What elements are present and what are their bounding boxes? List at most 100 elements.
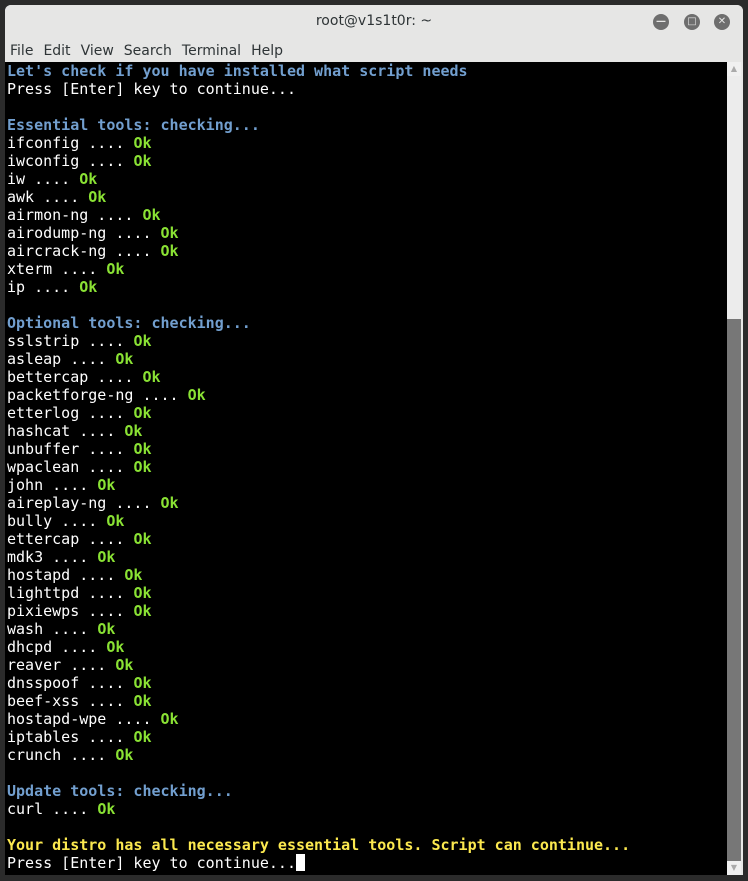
line-text: mdk3 .... — [7, 548, 98, 566]
status-ok: Ok — [133, 530, 152, 548]
line-text: airmon-ng .... — [7, 206, 143, 224]
terminal-line: wpaclean .... Ok — [5, 458, 727, 476]
menu-view[interactable]: View — [80, 43, 114, 59]
window-title: root@v1s1t0r: ~ — [315, 13, 433, 29]
status-ok: Ok — [115, 350, 134, 368]
line-text: hostapd-wpe .... — [7, 710, 161, 728]
line-text: aircrack-ng .... — [7, 242, 161, 260]
line-text: Press [Enter] key to continue... — [7, 80, 296, 98]
menu-bar: File Edit View Search Terminal Help — [5, 40, 743, 62]
terminal-line: bully .... Ok — [5, 512, 727, 530]
terminal-line: Essential tools: checking... — [5, 116, 727, 134]
line-text: Press [Enter] key to continue... — [7, 854, 296, 872]
line-text: ettercap .... — [7, 530, 134, 548]
line-text: etterlog .... — [7, 404, 134, 422]
terminal-line: ettercap .... Ok — [5, 530, 727, 548]
status-ok: Ok — [133, 458, 152, 476]
status-ok: Ok — [160, 710, 179, 728]
terminal-line: hostapd-wpe .... Ok — [5, 710, 727, 728]
line-text: dnsspoof .... — [7, 674, 134, 692]
status-ok: Ok — [79, 170, 98, 188]
status-ok: Ok — [115, 656, 134, 674]
status-ok: Ok — [160, 494, 179, 512]
menu-search[interactable]: Search — [123, 43, 172, 59]
terminal-line: etterlog .... Ok — [5, 404, 727, 422]
line-text: ifconfig .... — [7, 134, 134, 152]
line-text: wpaclean .... — [7, 458, 134, 476]
line-text: wash .... — [7, 620, 98, 638]
status-ok: Ok — [142, 368, 161, 386]
menu-terminal[interactable]: Terminal — [181, 43, 242, 59]
line-text: asleap .... — [7, 350, 116, 368]
notice-text: Your distro has all necessary essential … — [7, 836, 631, 854]
line-text: john .... — [7, 476, 98, 494]
status-ok: Ok — [133, 584, 152, 602]
status-ok: Ok — [97, 548, 116, 566]
minimize-icon[interactable]: — — [653, 14, 669, 30]
scroll-down-icon[interactable]: ▼ — [727, 861, 741, 875]
menu-help[interactable]: Help — [251, 43, 283, 59]
terminal-line: ip .... Ok — [5, 278, 727, 296]
terminal-line: pixiewps .... Ok — [5, 602, 727, 620]
status-ok: Ok — [133, 152, 152, 170]
line-text: iwconfig .... — [7, 152, 134, 170]
maximize-icon[interactable]: □ — [684, 14, 700, 30]
section-heading: Essential tools: checking... — [7, 116, 260, 134]
terminal-line: lighttpd .... Ok — [5, 584, 727, 602]
line-text: lighttpd .... — [7, 584, 134, 602]
terminal-line: ifconfig .... Ok — [5, 134, 727, 152]
terminal-line: iptables .... Ok — [5, 728, 727, 746]
line-text: airodump-ng .... — [7, 224, 161, 242]
terminal-line: hashcat .... Ok — [5, 422, 727, 440]
terminal-line: aircrack-ng .... Ok — [5, 242, 727, 260]
line-text: crunch .... — [7, 746, 116, 764]
status-ok: Ok — [133, 440, 152, 458]
terminal-line: Update tools: checking... — [5, 782, 727, 800]
terminal-line: beef-xss .... Ok — [5, 692, 727, 710]
title-bar[interactable]: root@v1s1t0r: ~ — □ ✕ — [5, 5, 743, 40]
status-ok: Ok — [106, 512, 125, 530]
menu-file[interactable]: File — [10, 43, 34, 59]
status-ok: Ok — [133, 332, 152, 350]
terminal-line: iwconfig .... Ok — [5, 152, 727, 170]
status-ok: Ok — [133, 692, 152, 710]
terminal-line: sslstrip .... Ok — [5, 332, 727, 350]
scrollbar[interactable]: ▲ ▼ — [727, 62, 741, 875]
line-text: hashcat .... — [7, 422, 125, 440]
terminal-window: root@v1s1t0r: ~ — □ ✕ File Edit View Search… — [5, 5, 743, 875]
terminal-line: awk .... Ok — [5, 188, 727, 206]
status-ok: Ok — [124, 422, 143, 440]
status-ok: Ok — [142, 206, 161, 224]
text-cursor — [295, 854, 305, 871]
section-heading: Let's check if you have installed what s… — [7, 62, 468, 80]
terminal-line: crunch .... Ok — [5, 746, 727, 764]
terminal-line — [5, 764, 727, 782]
line-text: beef-xss .... — [7, 692, 134, 710]
terminal-line: asleap .... Ok — [5, 350, 727, 368]
terminal-line: reaver .... Ok — [5, 656, 727, 674]
terminal-line: Press [Enter] key to continue... — [5, 854, 727, 872]
scroll-up-icon[interactable]: ▲ — [727, 62, 741, 76]
terminal-line: Your distro has all necessary essential … — [5, 836, 727, 854]
terminal-line: xterm .... Ok — [5, 260, 727, 278]
status-ok: Ok — [106, 638, 125, 656]
line-text: unbuffer .... — [7, 440, 134, 458]
line-text: awk .... — [7, 188, 89, 206]
status-ok: Ok — [124, 566, 143, 584]
terminal-line: airmon-ng .... Ok — [5, 206, 727, 224]
terminal-line: wash .... Ok — [5, 620, 727, 638]
terminal-line: john .... Ok — [5, 476, 727, 494]
status-ok: Ok — [133, 674, 152, 692]
close-icon[interactable]: ✕ — [714, 14, 730, 30]
terminal-output[interactable]: Let's check if you have installed what s… — [5, 62, 727, 875]
terminal-line: dnsspoof .... Ok — [5, 674, 727, 692]
line-text: iptables .... — [7, 728, 134, 746]
terminal-line: dhcpd .... Ok — [5, 638, 727, 656]
scrollbar-thumb[interactable] — [727, 319, 741, 861]
line-text: xterm .... — [7, 260, 107, 278]
line-text: reaver .... — [7, 656, 116, 674]
status-ok: Ok — [160, 242, 179, 260]
terminal-line: packetforge-ng .... Ok — [5, 386, 727, 404]
line-text: packetforge-ng .... — [7, 386, 188, 404]
menu-edit[interactable]: Edit — [43, 43, 71, 59]
